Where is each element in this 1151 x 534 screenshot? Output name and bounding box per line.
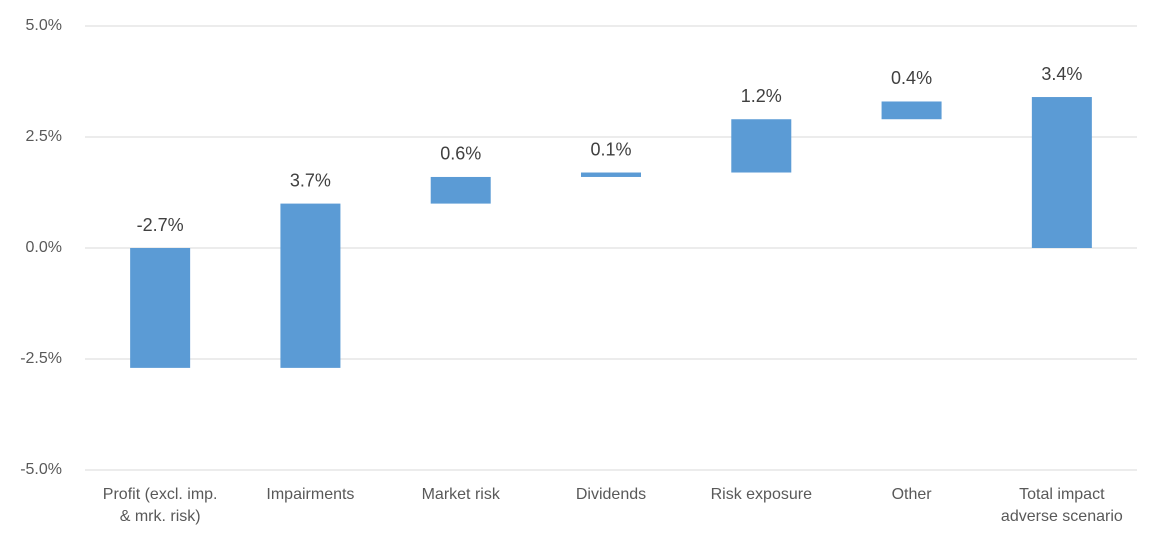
bar xyxy=(130,248,191,368)
x-tick-label: Market risk xyxy=(422,486,501,503)
bar xyxy=(1031,97,1092,248)
bar xyxy=(280,203,341,368)
y-tick-label: 2.5% xyxy=(26,128,62,145)
x-tick-label: Risk exposure xyxy=(711,486,812,503)
data-label: 0.6% xyxy=(440,144,481,164)
y-tick-label: -5.0% xyxy=(20,461,62,478)
y-tick-label: -2.5% xyxy=(20,350,62,367)
x-tick-label: Impairments xyxy=(266,486,354,503)
y-tick-label: 0.0% xyxy=(26,239,62,256)
y-tick-label: 5.0% xyxy=(26,17,62,34)
data-label: 3.7% xyxy=(290,170,331,190)
bar xyxy=(731,119,792,173)
x-tick-label: Profit (excl. imp. & mrk. risk) xyxy=(103,486,218,525)
data-label: 3.4% xyxy=(1041,64,1082,84)
bar xyxy=(581,172,641,177)
data-label: 0.4% xyxy=(891,68,932,88)
data-label: 1.2% xyxy=(741,86,782,106)
x-tick-label: Total impact adverse scenario xyxy=(1001,486,1123,525)
data-label: -2.7% xyxy=(137,215,184,235)
x-tick-label: Dividends xyxy=(576,486,646,503)
x-tick-label: Other xyxy=(892,486,933,503)
bar xyxy=(881,101,942,120)
data-label: 0.1% xyxy=(590,139,631,159)
bar xyxy=(430,176,491,204)
